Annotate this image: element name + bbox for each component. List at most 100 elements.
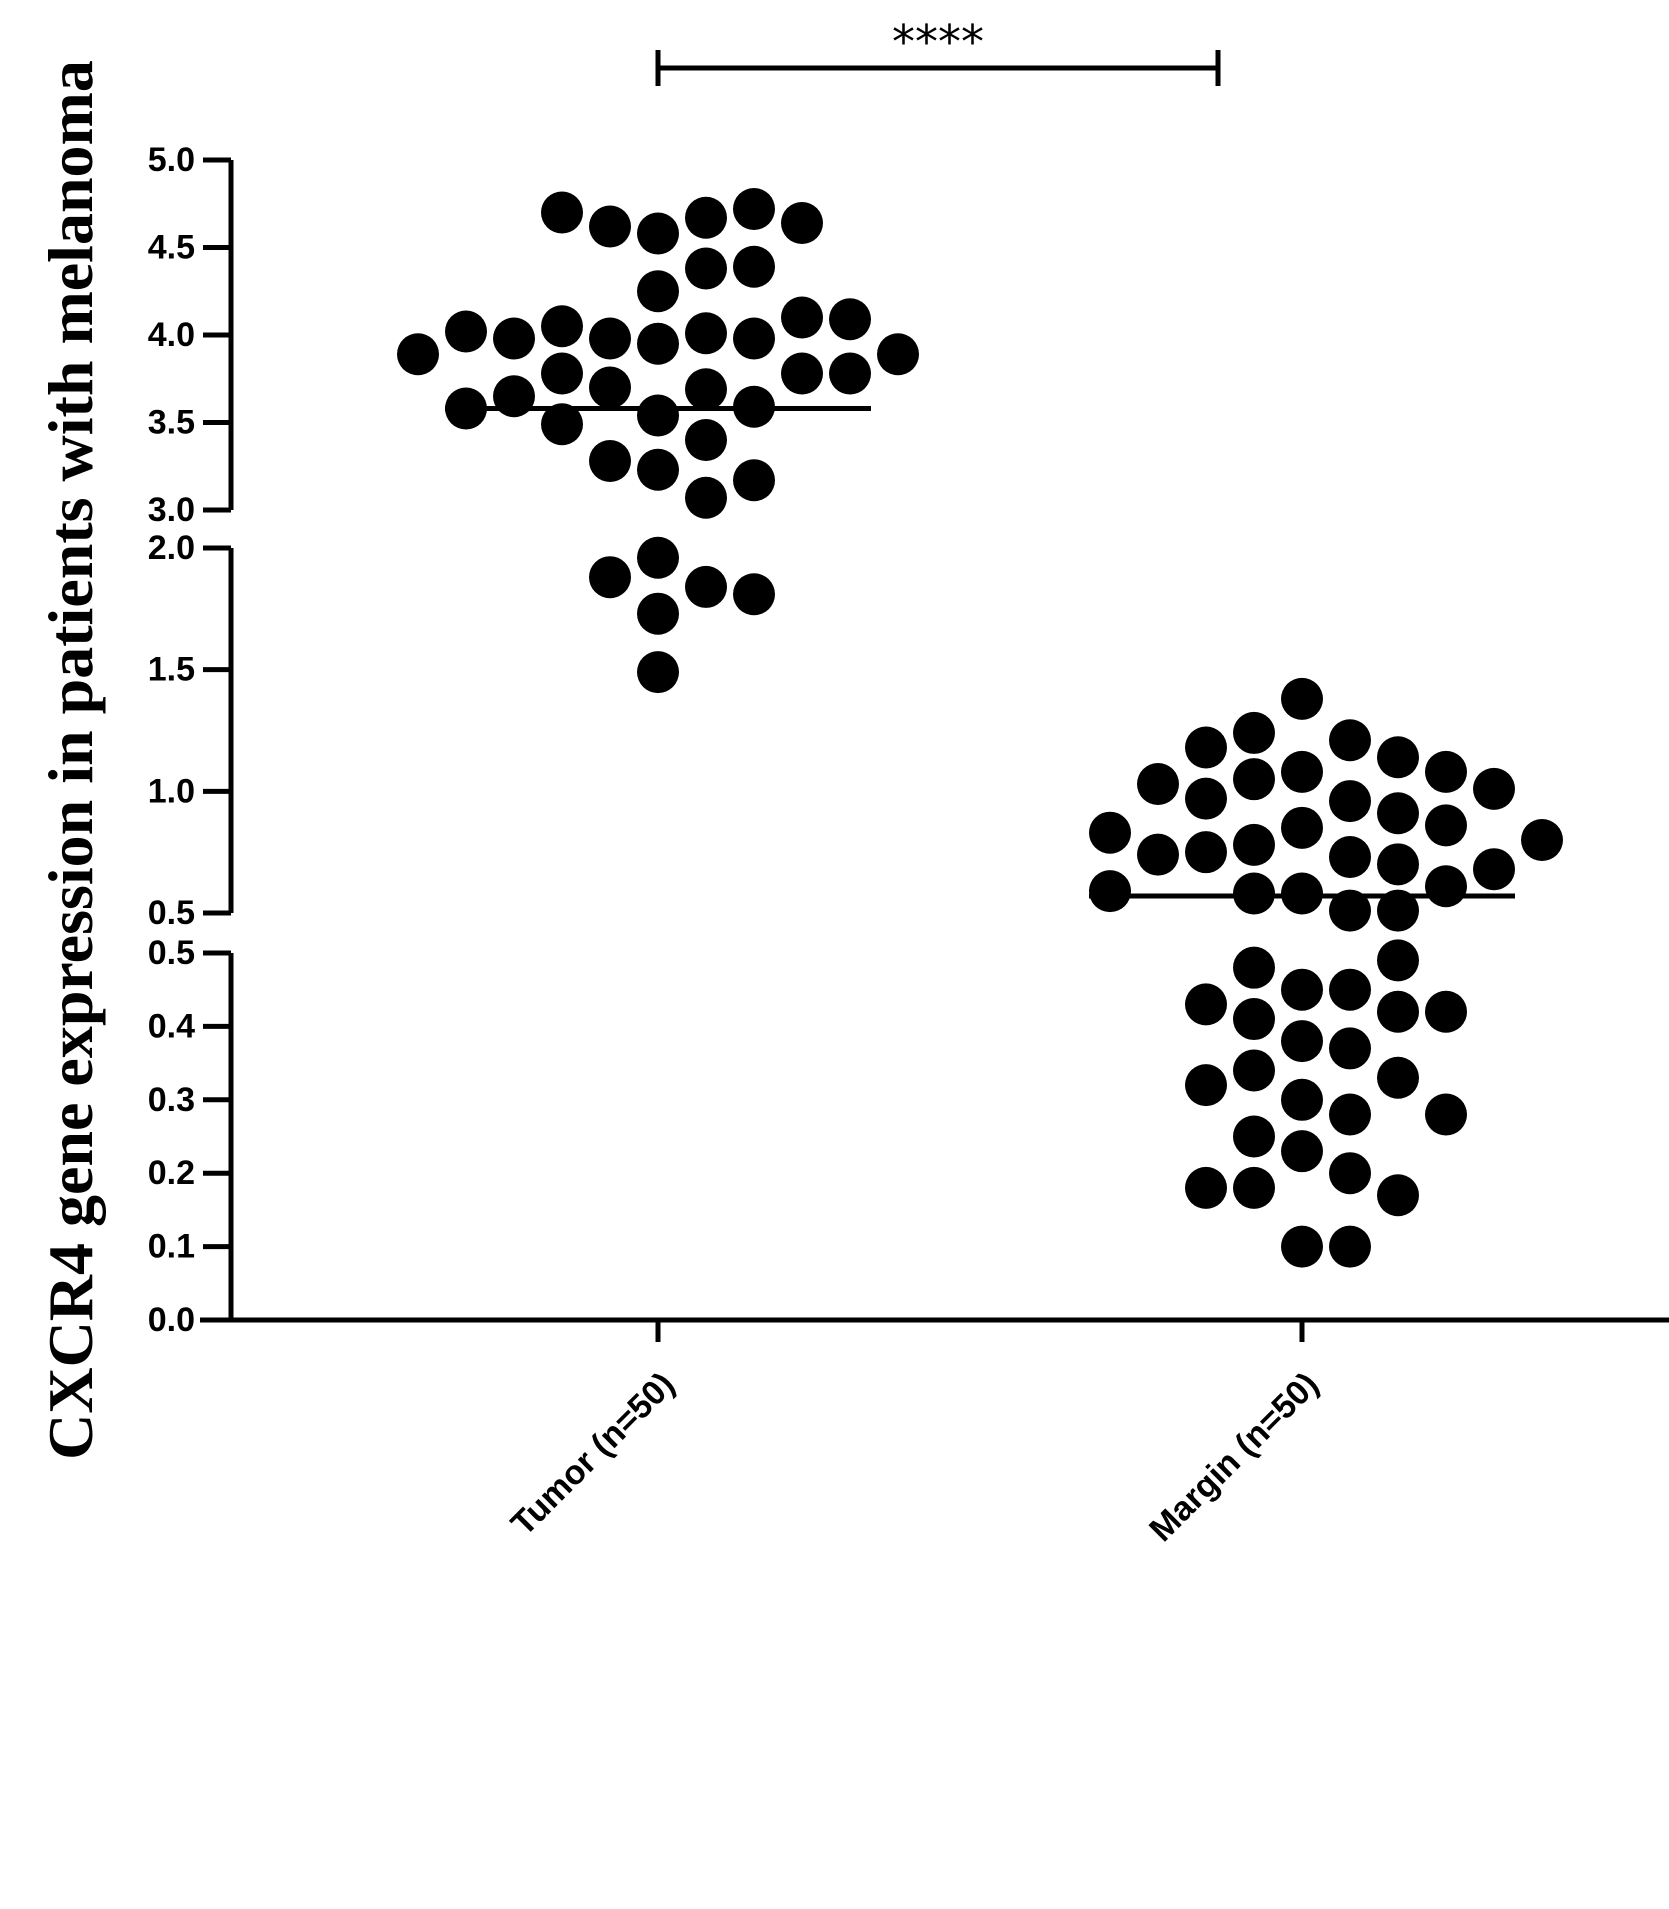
dot [1185, 983, 1227, 1026]
dot [685, 312, 727, 355]
y-tick-label: 1.5 [148, 651, 195, 689]
y-tick-label: 0.1 [148, 1228, 195, 1266]
dot [1377, 843, 1419, 886]
dot [589, 205, 631, 248]
dot [1329, 1225, 1371, 1268]
dot [1137, 833, 1179, 876]
dot [637, 212, 679, 255]
dot [733, 245, 775, 288]
dot [685, 196, 727, 239]
dot [637, 394, 679, 437]
dot [1329, 968, 1371, 1011]
dot [1185, 1064, 1227, 1107]
y-tick-label: 1.0 [148, 772, 195, 810]
dot [1233, 998, 1275, 1041]
y-tick-label: 0.5 [148, 934, 195, 972]
dot [1377, 990, 1419, 1033]
dot [781, 296, 823, 339]
y-tick-label: 4.0 [148, 316, 195, 354]
dot [1329, 836, 1371, 879]
dot [1425, 865, 1467, 908]
dot [1425, 1093, 1467, 1136]
dot [1281, 968, 1323, 1011]
dot [1425, 804, 1467, 847]
dot [1233, 1166, 1275, 1209]
y-tick-label: 0.0 [148, 1301, 195, 1339]
dot [1281, 1020, 1323, 1063]
dot [445, 310, 487, 353]
dot [541, 352, 583, 395]
dot [1329, 1027, 1371, 1070]
y-tick-label: 0.2 [148, 1154, 195, 1192]
dot [1377, 1174, 1419, 1217]
dot [829, 298, 871, 341]
dot [1329, 889, 1371, 932]
dot [637, 536, 679, 579]
y-tick-label: 3.5 [148, 403, 195, 441]
dot [1329, 1093, 1371, 1136]
dot [1089, 811, 1131, 854]
dot [1521, 819, 1563, 861]
dot [685, 565, 727, 608]
dot [589, 556, 631, 599]
dot [1377, 889, 1419, 932]
dot [1425, 750, 1467, 793]
dot [1281, 1225, 1323, 1268]
dot [589, 317, 631, 360]
dot [1377, 736, 1419, 779]
dot [541, 305, 583, 348]
y-tick-label: 0.5 [148, 894, 195, 932]
dot [1185, 777, 1227, 820]
dot [1377, 1056, 1419, 1099]
dot [397, 333, 439, 376]
dot [1377, 792, 1419, 835]
dot [685, 476, 727, 519]
dot [1281, 1130, 1323, 1173]
dot [733, 459, 775, 502]
significance: **** [892, 15, 984, 69]
dot [733, 317, 775, 360]
dot [877, 333, 919, 376]
dot [733, 188, 775, 230]
dot [637, 270, 679, 313]
y-tick-label: 0.4 [148, 1007, 195, 1045]
dot [781, 352, 823, 395]
dot [1185, 831, 1227, 874]
dot [1473, 848, 1515, 891]
dot [541, 403, 583, 446]
dot [733, 573, 775, 616]
dot [1281, 806, 1323, 849]
dot [637, 592, 679, 635]
y-tick-label: 2.0 [148, 529, 195, 567]
dot [1329, 1152, 1371, 1195]
y-tick-label: 0.3 [148, 1081, 195, 1119]
dot [685, 368, 727, 411]
dot [685, 247, 727, 290]
dot [829, 352, 871, 395]
dot [1377, 939, 1419, 982]
y-axis-label: CXCR4 gene expression in patients with m… [35, 60, 106, 1460]
dot [1473, 767, 1515, 810]
dot [1233, 946, 1275, 989]
dot [1233, 1115, 1275, 1158]
dot [1185, 726, 1227, 769]
dot [1281, 750, 1323, 793]
dot [1185, 1166, 1227, 1209]
dot [589, 366, 631, 409]
dot [1281, 1078, 1323, 1121]
dot [637, 651, 679, 694]
dot [1233, 711, 1275, 754]
dot [1233, 1049, 1275, 1092]
dot [1329, 719, 1371, 762]
dot [781, 202, 823, 244]
dot [1329, 780, 1371, 823]
dot [589, 440, 631, 482]
dot [1233, 823, 1275, 866]
dot [493, 317, 535, 360]
dot [1233, 758, 1275, 801]
dot [637, 448, 679, 491]
dot [1089, 870, 1131, 913]
y-tick-label: 3.0 [148, 491, 195, 529]
dot [637, 322, 679, 365]
